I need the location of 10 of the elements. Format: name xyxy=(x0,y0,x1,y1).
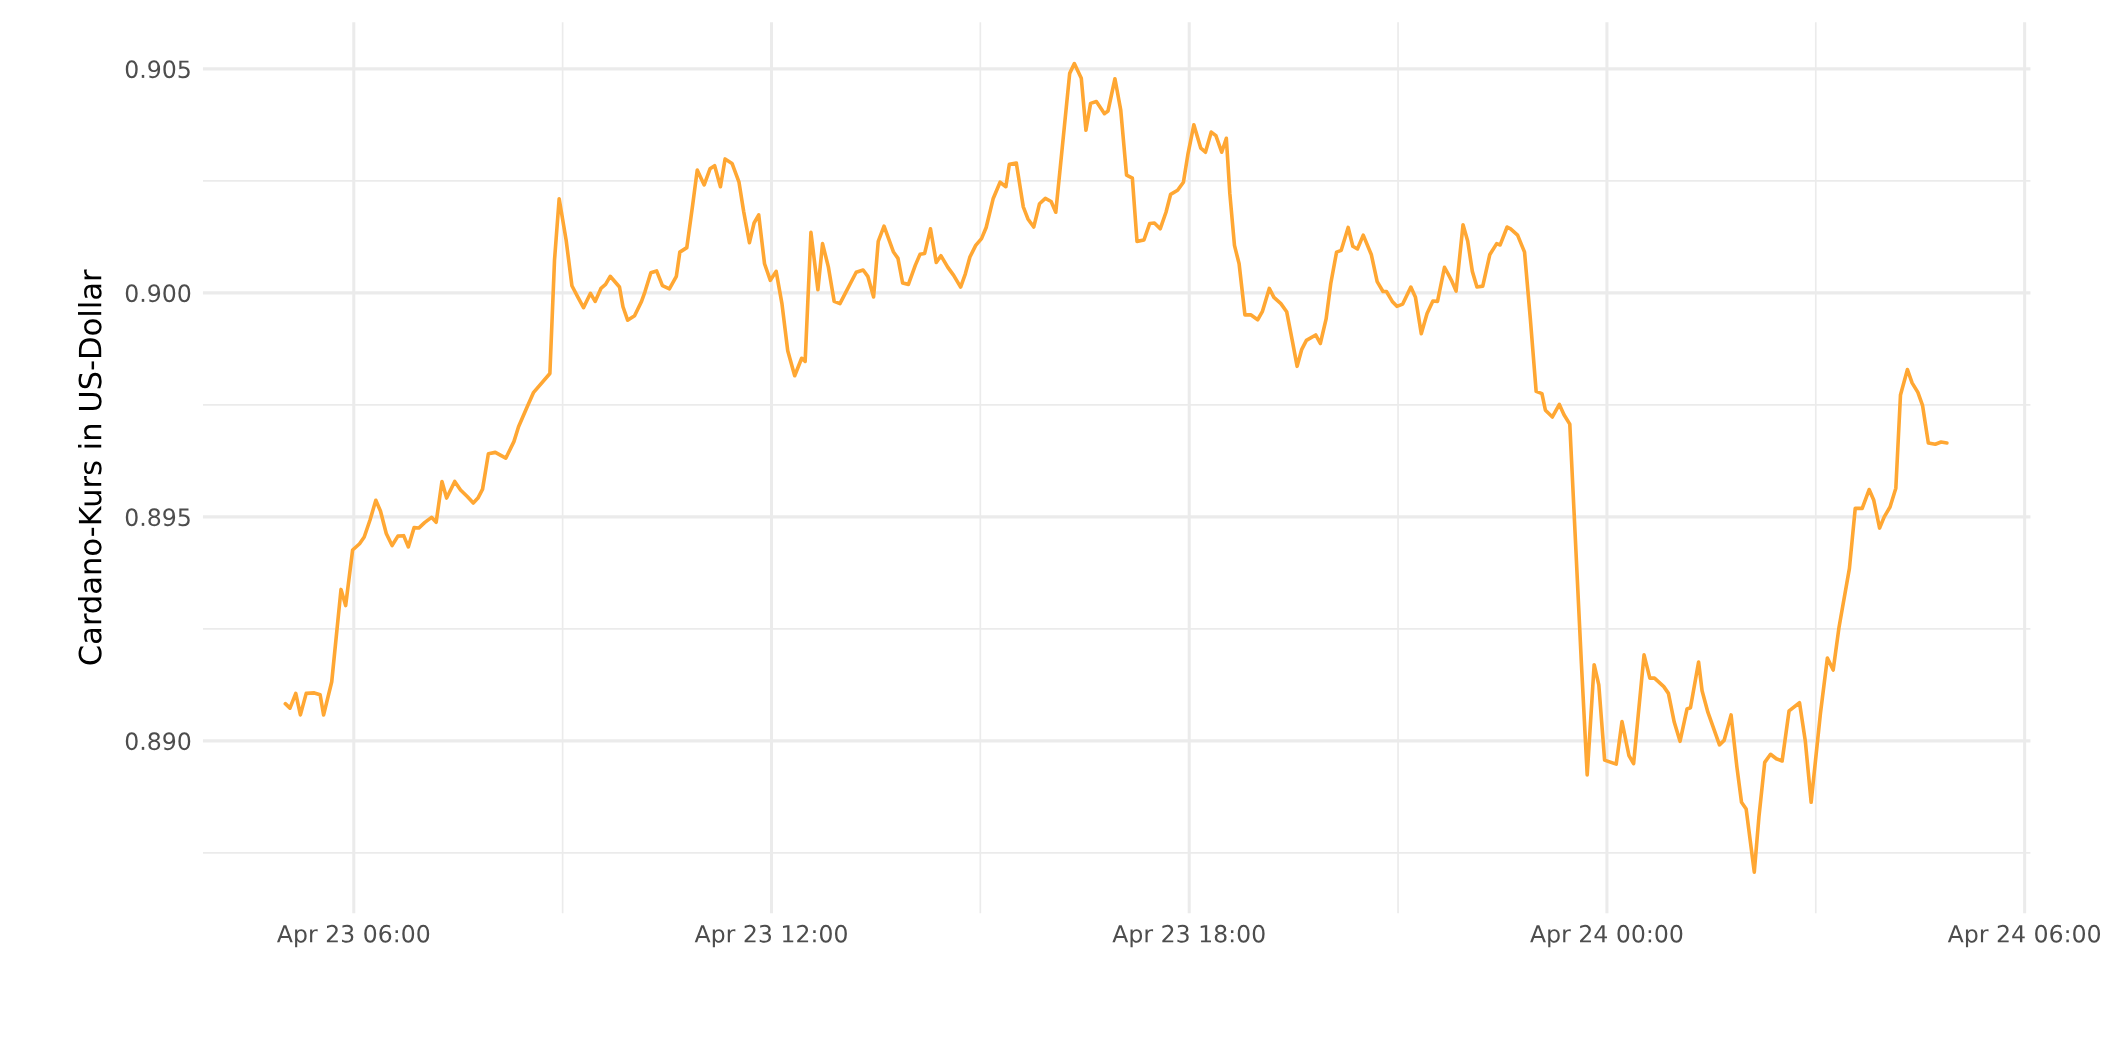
x-tick-label: Apr 24 00:00 xyxy=(1530,924,1683,948)
y-tick-label: 0.890 xyxy=(125,732,191,751)
x-tick-label: Apr 23 12:00 xyxy=(694,924,847,948)
x-tick-label: Apr 23 18:00 xyxy=(1112,924,1265,948)
x-tick-label: Apr 23 06:00 xyxy=(276,924,430,948)
y-axis-title: Cardano-Kurs in US-Dollar xyxy=(77,269,102,665)
y-tick-label: 0.905 xyxy=(125,60,190,79)
y-tick-label: 0.895 xyxy=(125,508,190,527)
y-tick-label: 0.900 xyxy=(125,284,191,303)
x-tick-label: Apr 24 06:00 xyxy=(1947,924,2101,948)
